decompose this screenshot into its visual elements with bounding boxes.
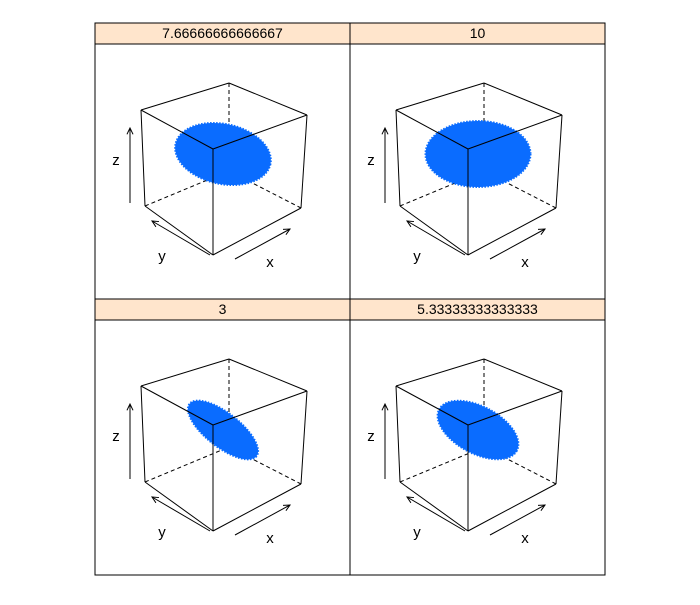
cube-hidden-edge [144,170,230,207]
strip-label: 5.33333333333333 [417,301,538,317]
strip-background [349,298,606,321]
y-axis-label: y [158,524,166,541]
strip-label: 3 [219,301,227,317]
cube-hidden-edge [399,170,485,207]
cube-edge [467,114,563,150]
cube-edge [483,82,563,116]
z-axis-label: z [367,152,375,169]
point-cloud-ellipse [424,120,532,188]
panel-1: 7.66666666666667 z y x [94,22,351,300]
z-axis-label: z [112,428,120,445]
x-axis-label: x [521,254,529,271]
cube-edge [395,385,401,483]
panel-2: 10 z y x [349,22,606,300]
cube-edge [140,109,214,150]
x-axis-arrow-head [537,228,547,235]
x-axis-arrow [234,504,291,536]
cube-edge [467,207,557,256]
strip-label: 7.66666666666667 [162,25,283,41]
cube-edge [399,481,469,532]
cube-edge [140,358,230,387]
cube-edge [467,390,563,426]
point-cloud-ellipse [186,399,260,461]
point-cloud-ellipse [174,121,272,187]
cube-edge [140,82,230,111]
z-axis-arrow-head [381,126,389,135]
x-axis-label: x [266,530,274,547]
cube-edge [555,390,563,485]
y-axis-label: y [413,248,421,265]
y-axis-arrow [151,496,211,532]
y-axis-label: y [413,524,421,541]
cube-edge [228,358,308,392]
cube-hidden-edge [399,446,485,483]
cube-edge [228,82,308,116]
y-axis-arrow-head [406,220,415,228]
cube-edge [395,109,401,207]
cube-edge [395,82,485,111]
panel-4: 5.33333333333333 z y x [349,298,606,576]
x-axis-arrow [489,504,546,536]
point-cloud-ellipse [436,399,520,461]
cube-edge [300,390,308,485]
cube-edge [483,358,563,392]
cube-edge [395,358,485,387]
z-axis-arrow-head [381,402,389,411]
cube-edge [212,483,302,532]
x-axis-label: x [266,254,274,271]
x-axis-label: x [521,530,529,547]
y-axis-arrow [406,220,466,256]
x-axis-arrow-head [282,504,292,511]
cube-edge [212,390,308,426]
cube-edge [212,114,308,150]
z-axis-label: z [112,152,120,169]
x-axis-arrow-head [282,228,292,235]
cube-edge [395,385,469,426]
cube-edge [140,385,214,426]
x-axis-arrow [489,228,546,260]
cube-edge [144,205,214,256]
y-axis-arrow-head [406,496,415,504]
cube-edge [555,114,563,209]
cube-hidden-edge [144,446,230,483]
y-axis-arrow [406,496,466,532]
cube-edge [395,109,469,150]
z-axis-arrow-head [126,402,134,411]
y-axis-label: y [158,248,166,265]
x-axis-arrow [234,228,291,260]
z-axis-label: z [367,428,375,445]
cube-edge [467,483,557,532]
strip-label: 10 [470,25,486,41]
y-axis-arrow-head [151,220,160,228]
panel-3: 3 z y x [94,298,351,576]
strip-background [349,22,606,45]
x-axis-arrow-head [537,504,547,511]
y-axis-arrow [151,220,211,256]
cube-edge [212,207,302,256]
cube-edge [140,109,146,207]
z-axis-arrow-head [126,126,134,135]
cube-edge [140,385,146,483]
cube-edge [144,481,214,532]
cube-edge [300,114,308,209]
y-axis-arrow-head [151,496,160,504]
cube-edge [399,205,469,256]
